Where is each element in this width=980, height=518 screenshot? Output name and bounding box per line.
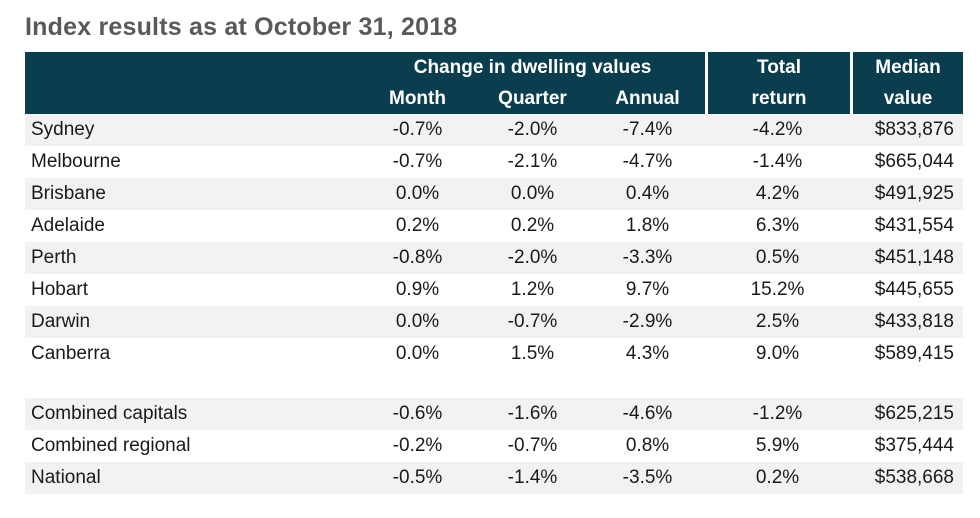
month-value: -0.8% [392, 247, 443, 268]
median-value: $665,044 [874, 151, 954, 172]
table-row-darwin: Darwin 0.0% -0.7% -2.9% 2.5% $433,818 [25, 306, 963, 338]
table-row-canberra: Canberra 0.0% 1.5% 4.3% 9.0% $589,415 [25, 338, 963, 370]
annual-value: 4.3% [625, 343, 670, 364]
region-label: Combined capitals [31, 403, 188, 424]
quarter-value: 0.2% [510, 215, 555, 236]
median-value: $625,215 [874, 403, 954, 424]
region-label: Hobart [31, 279, 89, 300]
total-return-value: 9.0% [755, 343, 800, 364]
total-return-value: -1.2% [752, 403, 803, 424]
column-header-total-line1: Total [705, 52, 850, 83]
column-group-header: Change in dwelling values [413, 57, 652, 78]
total-return-value: 4.2% [755, 183, 800, 204]
region-label: Brisbane [31, 183, 106, 204]
median-value: $491,925 [874, 183, 954, 204]
annual-value: -3.5% [622, 467, 673, 488]
month-value: -0.2% [392, 435, 443, 456]
quarter-value: 1.5% [510, 343, 555, 364]
median-value: $375,444 [874, 435, 954, 456]
column-header-total-line2: return [705, 83, 850, 114]
median-value: $538,668 [874, 467, 954, 488]
month-value: 0.0% [395, 343, 440, 364]
annual-value: -2.9% [622, 311, 673, 332]
month-value: -0.6% [392, 403, 443, 424]
total-return-value: -4.2% [752, 119, 803, 140]
month-value: 0.0% [395, 311, 440, 332]
table-header-row-1: Change in dwelling values Total Median [25, 52, 963, 83]
column-header-annual: Annual [615, 88, 680, 109]
quarter-value: -2.0% [507, 247, 558, 268]
total-return-value: 5.9% [755, 435, 800, 456]
annual-value: 1.8% [625, 215, 670, 236]
region-label: Sydney [31, 119, 95, 140]
total-return-value: 15.2% [750, 279, 805, 300]
median-value: $833,876 [874, 119, 954, 140]
region-label: Adelaide [31, 215, 105, 236]
annual-value: -4.7% [622, 151, 673, 172]
table-section-gap [25, 370, 963, 398]
median-value: $589,415 [874, 343, 954, 364]
month-value: 0.9% [395, 279, 440, 300]
quarter-value: 0.0% [510, 183, 555, 204]
quarter-value: -0.7% [507, 311, 558, 332]
table-row-combined-capitals: Combined capitals -0.6% -1.6% -4.6% -1.2… [25, 398, 963, 430]
quarter-value: -0.7% [507, 435, 558, 456]
month-value: -0.7% [392, 119, 443, 140]
table-row-national: National -0.5% -1.4% -3.5% 0.2% $538,668 [25, 462, 963, 494]
median-value: $451,148 [874, 247, 954, 268]
quarter-value: -1.6% [507, 403, 558, 424]
table-row-adelaide: Adelaide 0.2% 0.2% 1.8% 6.3% $431,554 [25, 210, 963, 242]
total-return-value: 6.3% [755, 215, 800, 236]
region-label: National [31, 467, 101, 488]
column-header-month: Month [389, 88, 446, 109]
table-row-sydney: Sydney -0.7% -2.0% -7.4% -4.2% $833,876 [25, 114, 963, 146]
quarter-value: 1.2% [510, 279, 555, 300]
table-header-row-2: Month Quarter Annual return value [25, 83, 963, 114]
total-return-value: 0.5% [755, 247, 800, 268]
quarter-value: -1.4% [507, 467, 558, 488]
table-row-hobart: Hobart 0.9% 1.2% 9.7% 15.2% $445,655 [25, 274, 963, 306]
median-value: $445,655 [874, 279, 954, 300]
page: Index results as at October 31, 2018 Cha… [25, 13, 963, 494]
header-spacer-cell [25, 83, 360, 114]
column-header-median-line1: Median [850, 52, 963, 83]
header-spacer-cell [25, 52, 360, 83]
month-value: -0.7% [392, 151, 443, 172]
median-value: $433,818 [874, 311, 954, 332]
table-header: Change in dwelling values Total Median M… [25, 52, 963, 114]
region-label: Combined regional [31, 435, 191, 456]
annual-value: 0.8% [625, 435, 670, 456]
total-return-value: 0.2% [755, 467, 800, 488]
index-results-table: Change in dwelling values Total Median M… [25, 52, 963, 494]
column-header-median-line2: value [850, 83, 963, 114]
region-label: Darwin [31, 311, 91, 332]
total-return-value: -1.4% [752, 151, 803, 172]
table-row-perth: Perth -0.8% -2.0% -3.3% 0.5% $451,148 [25, 242, 963, 274]
column-header-quarter: Quarter [498, 88, 567, 109]
quarter-value: -2.0% [507, 119, 558, 140]
median-value: $431,554 [874, 215, 954, 236]
month-value: 0.0% [395, 183, 440, 204]
total-return-value: 2.5% [755, 311, 800, 332]
quarter-value: -2.1% [507, 151, 558, 172]
annual-value: -7.4% [622, 119, 673, 140]
month-value: -0.5% [392, 467, 443, 488]
page-title: Index results as at October 31, 2018 [25, 13, 458, 41]
annual-value: 0.4% [625, 183, 670, 204]
region-label: Perth [31, 247, 77, 268]
annual-value: -4.6% [622, 403, 673, 424]
table-row-brisbane: Brisbane 0.0% 0.0% 0.4% 4.2% $491,925 [25, 178, 963, 210]
annual-value: -3.3% [622, 247, 673, 268]
region-label: Melbourne [31, 151, 121, 172]
table-row-melbourne: Melbourne -0.7% -2.1% -4.7% -1.4% $665,0… [25, 146, 963, 178]
table-row-combined-regional: Combined regional -0.2% -0.7% 0.8% 5.9% … [25, 430, 963, 462]
annual-value: 9.7% [625, 279, 670, 300]
region-label: Canberra [31, 343, 111, 364]
month-value: 0.2% [395, 215, 440, 236]
